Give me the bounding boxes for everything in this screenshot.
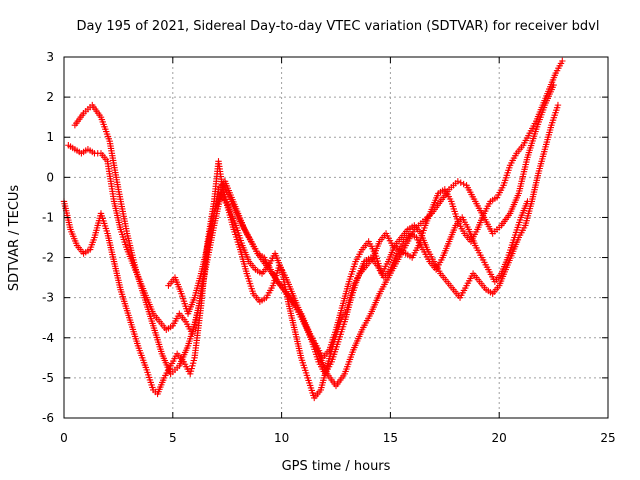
y-tick-label: 3 bbox=[46, 50, 54, 64]
y-tick-label: 0 bbox=[46, 170, 54, 184]
y-tick-label: -4 bbox=[42, 331, 54, 345]
data-point bbox=[454, 178, 462, 185]
y-tick-label: -1 bbox=[42, 210, 54, 224]
x-tick-label: 0 bbox=[60, 431, 68, 445]
y-tick-label: -6 bbox=[42, 411, 54, 425]
chart-title: Day 195 of 2021, Sidereal Day-to-day VTE… bbox=[77, 19, 600, 34]
y-tick-label: 2 bbox=[46, 90, 54, 104]
data-point bbox=[559, 57, 566, 65]
y-axis-label: SDTVAR / TECUs bbox=[7, 185, 22, 292]
y-tick-label: -2 bbox=[42, 251, 54, 265]
data-point bbox=[457, 179, 464, 186]
x-tick-label: 10 bbox=[274, 431, 289, 445]
x-tick-label: 15 bbox=[383, 431, 398, 445]
y-tick-label: 1 bbox=[46, 130, 54, 144]
axis-ticks: 0 5 10 15 20 25 -6 -5 -4 -3 -2 -1 0 1 2 3 bbox=[42, 50, 616, 445]
y-tick-label: -5 bbox=[42, 371, 54, 385]
data-point bbox=[524, 198, 531, 205]
plot-frame bbox=[63, 56, 609, 419]
grid bbox=[64, 57, 608, 418]
x-tick-label: 20 bbox=[492, 431, 507, 445]
x-tick-label: 5 bbox=[169, 431, 177, 445]
data-point bbox=[554, 101, 562, 109]
x-tick-label: 25 bbox=[600, 431, 615, 445]
y-tick-label: -3 bbox=[42, 291, 54, 305]
data-point bbox=[460, 180, 467, 188]
x-axis-label: GPS time / hours bbox=[282, 459, 391, 474]
data-point bbox=[550, 81, 557, 89]
data-points bbox=[60, 57, 566, 402]
